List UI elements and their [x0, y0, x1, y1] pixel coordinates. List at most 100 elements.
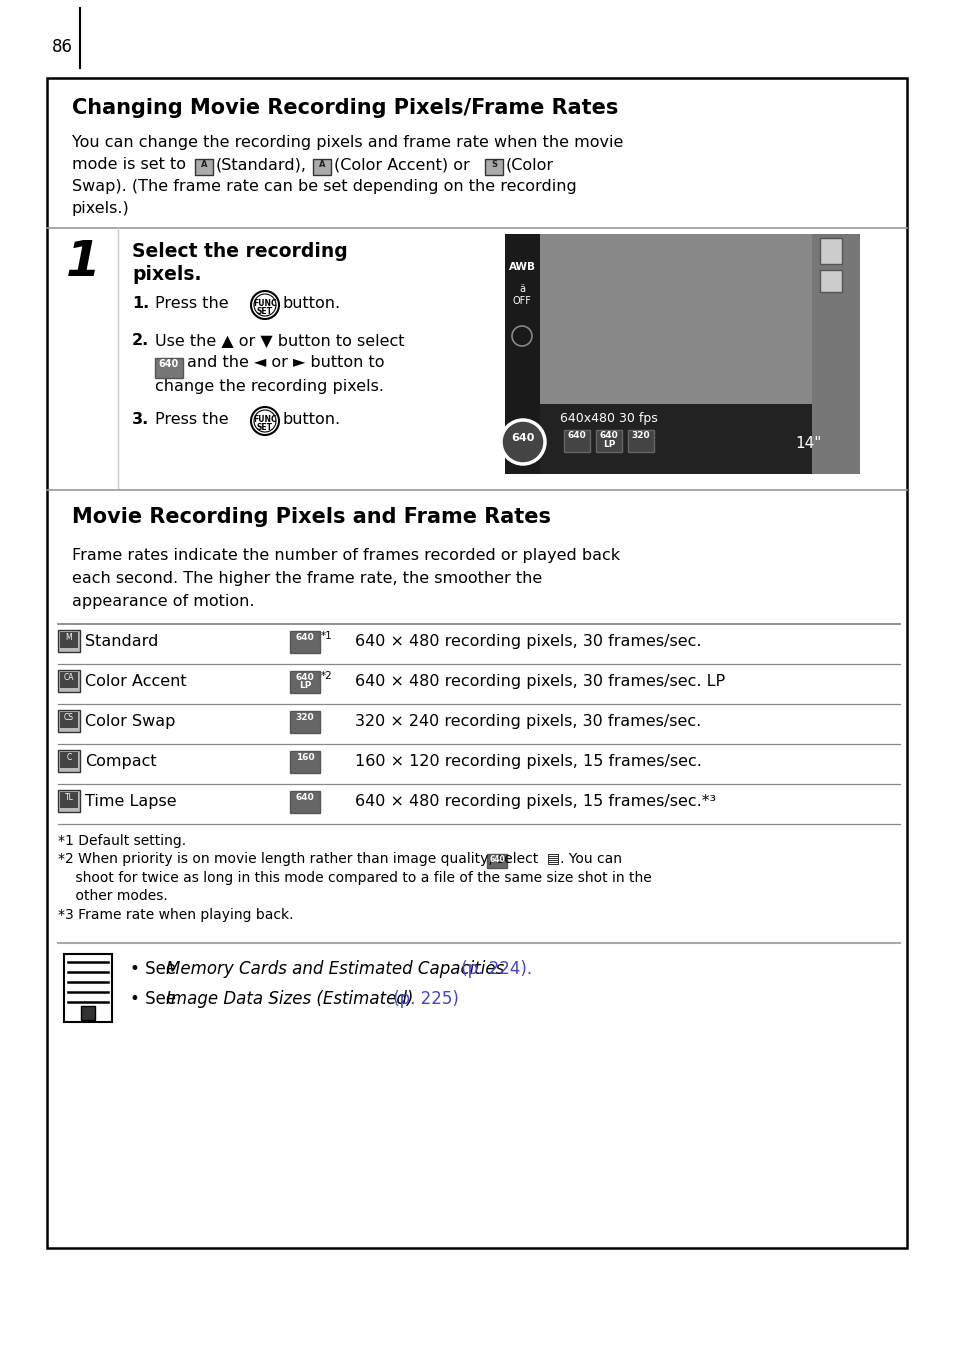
Text: • See: • See: [130, 960, 181, 979]
Text: (Standard),: (Standard),: [215, 157, 307, 172]
Text: A: A: [200, 160, 207, 169]
Text: each second. The higher the frame rate, the smoother the: each second. The higher the frame rate, …: [71, 572, 541, 586]
Text: shoot for twice as long in this mode compared to a file of the same size shot in: shoot for twice as long in this mode com…: [58, 872, 651, 885]
Text: 640
LP: 640 LP: [295, 672, 314, 690]
Text: FUNC: FUNC: [253, 299, 276, 308]
Bar: [60, 632, 78, 648]
Text: *3 Frame rate when playing back.: *3 Frame rate when playing back.: [58, 908, 294, 923]
Bar: [60, 792, 78, 808]
Text: Compact: Compact: [85, 755, 156, 769]
Text: 640: 640: [295, 633, 314, 642]
Text: ä
OFF: ä OFF: [512, 284, 531, 305]
Text: Use the ▲ or ▼ button to select: Use the ▲ or ▼ button to select: [154, 334, 404, 348]
Bar: [484, 159, 502, 175]
Bar: [596, 430, 621, 452]
Text: 320 × 240 recording pixels, 30 frames/sec.: 320 × 240 recording pixels, 30 frames/se…: [355, 714, 700, 729]
Bar: [81, 1006, 95, 1020]
Text: CA: CA: [64, 672, 74, 682]
Text: Select the recording: Select the recording: [132, 242, 348, 261]
Bar: [290, 712, 319, 733]
Circle shape: [500, 420, 544, 464]
Bar: [539, 404, 811, 473]
Bar: [504, 234, 859, 473]
Bar: [47, 78, 906, 1248]
Text: 640: 640: [567, 430, 586, 440]
Bar: [64, 954, 112, 1021]
Bar: [486, 854, 506, 868]
Text: 320: 320: [295, 713, 314, 722]
Text: 86: 86: [52, 38, 73, 56]
Bar: [290, 791, 319, 812]
Text: Memory Cards and Estimated Capacities: Memory Cards and Estimated Capacities: [166, 960, 504, 979]
Text: AWB: AWB: [508, 262, 535, 272]
Bar: [290, 631, 319, 654]
Text: 3.: 3.: [132, 412, 149, 426]
Bar: [154, 358, 183, 378]
Text: mode is set to: mode is set to: [71, 157, 186, 172]
Bar: [820, 270, 841, 292]
Text: button.: button.: [283, 296, 341, 311]
Text: other modes.: other modes.: [58, 889, 168, 904]
Text: M: M: [66, 633, 72, 642]
Bar: [820, 238, 841, 264]
Text: Press the: Press the: [154, 296, 229, 311]
Text: CS: CS: [64, 713, 74, 722]
Text: 1.: 1.: [132, 296, 149, 311]
Text: SET: SET: [256, 422, 273, 432]
Bar: [313, 159, 331, 175]
Text: • See: • See: [130, 990, 181, 1009]
Text: A: A: [318, 160, 325, 169]
Bar: [290, 671, 319, 693]
Text: button.: button.: [283, 412, 341, 426]
Text: *2: *2: [320, 671, 333, 681]
Text: *1: *1: [320, 631, 333, 642]
Text: 640: 640: [159, 359, 179, 369]
Text: 2.: 2.: [132, 334, 149, 348]
Text: S: S: [491, 160, 497, 169]
Text: Color Accent: Color Accent: [85, 674, 187, 689]
Text: 640: 640: [295, 794, 314, 802]
Text: Press the: Press the: [154, 412, 229, 426]
Bar: [58, 751, 80, 772]
Bar: [563, 430, 589, 452]
Text: 640
LP: 640 LP: [599, 430, 618, 449]
Text: 320: 320: [631, 430, 650, 440]
Text: 640x480 30 fps: 640x480 30 fps: [559, 412, 657, 425]
Text: Movie Recording Pixels and Frame Rates: Movie Recording Pixels and Frame Rates: [71, 507, 551, 527]
Text: Color Swap: Color Swap: [85, 714, 175, 729]
Bar: [58, 670, 80, 691]
Bar: [58, 629, 80, 652]
Text: Image Data Sizes (Estimated): Image Data Sizes (Estimated): [166, 990, 413, 1009]
Bar: [627, 430, 654, 452]
Text: change the recording pixels.: change the recording pixels.: [154, 379, 384, 394]
Text: SET: SET: [256, 307, 273, 316]
Text: Swap). (The frame rate can be set depending on the recording: Swap). (The frame rate can be set depend…: [71, 179, 577, 194]
Text: You can change the recording pixels and frame rate when the movie: You can change the recording pixels and …: [71, 134, 622, 151]
Text: 14": 14": [794, 436, 821, 451]
Text: FUNC: FUNC: [253, 414, 276, 424]
Text: and the ◄ or ► button to: and the ◄ or ► button to: [187, 355, 384, 370]
Text: 1: 1: [66, 238, 100, 286]
Text: 640: 640: [489, 854, 504, 863]
Bar: [58, 710, 80, 732]
Bar: [60, 712, 78, 728]
Text: 640: 640: [511, 433, 534, 443]
Text: Changing Movie Recording Pixels/Frame Rates: Changing Movie Recording Pixels/Frame Ra…: [71, 98, 618, 118]
Text: 160 × 120 recording pixels, 15 frames/sec.: 160 × 120 recording pixels, 15 frames/se…: [355, 755, 701, 769]
Bar: [194, 159, 213, 175]
Text: (Color Accent) or: (Color Accent) or: [334, 157, 469, 172]
Text: *2 When priority is on movie length rather than image quality, select  ▤. You ca: *2 When priority is on movie length rath…: [58, 853, 621, 866]
Text: (p. 224).: (p. 224).: [456, 960, 532, 979]
Text: TL: TL: [65, 794, 73, 802]
Bar: [60, 752, 78, 768]
Text: Frame rates indicate the number of frames recorded or played back: Frame rates indicate the number of frame…: [71, 547, 619, 564]
Bar: [290, 751, 319, 773]
Text: Standard: Standard: [85, 633, 158, 650]
Text: 640 × 480 recording pixels, 15 frames/sec.*³: 640 × 480 recording pixels, 15 frames/se…: [355, 794, 716, 808]
Bar: [504, 234, 539, 473]
Text: pixels.): pixels.): [71, 200, 130, 217]
Text: Time Lapse: Time Lapse: [85, 794, 176, 808]
Bar: [60, 672, 78, 689]
Text: (Color: (Color: [505, 157, 554, 172]
Bar: [811, 234, 859, 473]
